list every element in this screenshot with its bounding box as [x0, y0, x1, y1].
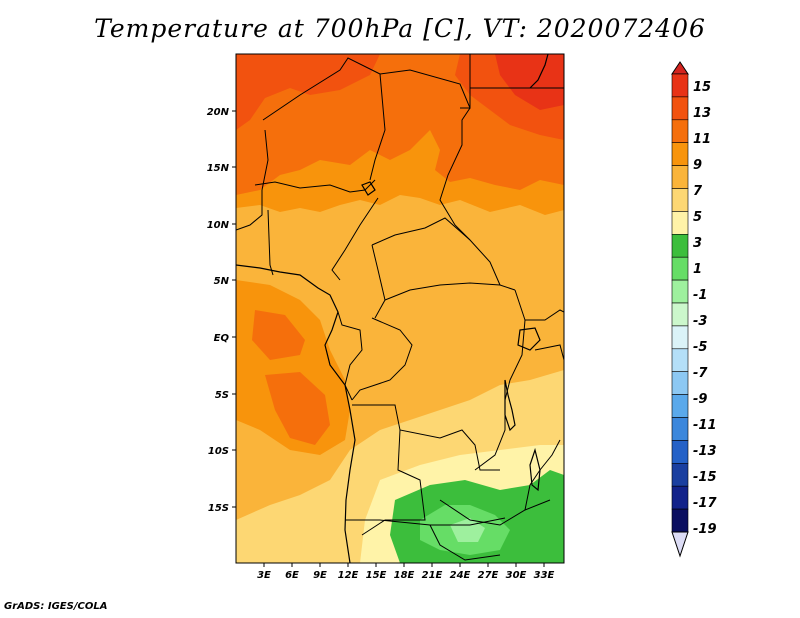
colorbar-box: [671, 96, 689, 121]
lat-label: 5S: [215, 390, 229, 401]
colorbar-box: [671, 279, 689, 304]
border-car-drc: [384, 282, 516, 301]
colorbar-label: 3: [693, 236, 702, 251]
colorbar-box: [671, 371, 689, 395]
axis-ticks: [232, 110, 545, 567]
lon-label: 24E: [450, 570, 471, 581]
lon-label: 9E: [313, 570, 327, 581]
colorbar: 15 13 11 9 7 5 3 1 -1 -3 -5 -7 -9 -11 -1…: [671, 61, 717, 558]
colorbar-label: -13: [693, 444, 717, 459]
lat-label: 15N: [207, 163, 230, 174]
lon-labels: 3E 6E 9E 12E 15E 18E 21E 24E 27E 30E 33E: [257, 570, 554, 581]
border-cameroon-car: [371, 244, 386, 319]
colorbar-label: 13: [693, 106, 711, 121]
colorbar-box: [671, 394, 689, 418]
colorbar-label: -19: [693, 522, 717, 537]
lat-label: 5N: [214, 276, 230, 287]
colorbar-label: 9: [693, 158, 702, 173]
colorbar-box: [671, 165, 689, 189]
border-chad-sudan: [439, 54, 471, 241]
colorbar-boxes: [671, 73, 689, 533]
border-west-africa: [236, 129, 269, 231]
colorbar-box: [671, 417, 689, 441]
colorbar-box: [671, 485, 689, 510]
lat-label: EQ: [214, 333, 230, 344]
colorbar-label: 7: [693, 184, 703, 199]
colorbar-box: [671, 142, 689, 166]
field-13-15-nw: [236, 54, 380, 130]
colorbar-label: 1: [693, 262, 702, 277]
colorbar-box: [671, 325, 689, 350]
colorbar-box: [671, 508, 689, 533]
border-tanzania: [534, 344, 564, 361]
temperature-field: [236, 54, 564, 563]
colorbar-box: [671, 234, 689, 258]
colorbar-box: [671, 440, 689, 464]
colorbar-label: -15: [693, 470, 717, 485]
colorbar-box: [671, 73, 689, 98]
field-11-13-west: [252, 310, 305, 360]
lake-victoria: [517, 327, 541, 351]
border-congo-drc: [351, 317, 413, 401]
border-car-sudan: [371, 217, 501, 286]
border-angola-zambia: [361, 429, 426, 536]
chart-title: Temperature at 700hPa [C], VT: 202007240…: [94, 14, 706, 43]
colorbar-label: -3: [693, 314, 707, 329]
colorbar-label: 11: [693, 132, 711, 147]
lat-labels: 20N 15N 10N 5N EQ 5S 10S 15S: [207, 107, 230, 514]
colorbar-box: [671, 119, 689, 144]
lat-label: 10S: [208, 446, 229, 457]
colorbar-label: -7: [693, 366, 708, 381]
colorbar-box: [671, 188, 689, 212]
lake-tanganyika: [504, 379, 516, 432]
coastline: [236, 54, 549, 563]
border-angola-drc: [352, 404, 500, 471]
lon-label: 33E: [534, 570, 555, 581]
border-nigeria-benin: [267, 209, 274, 276]
lake-chad: [361, 181, 376, 196]
lon-label: 27E: [478, 570, 499, 581]
lon-label: 12E: [338, 570, 359, 581]
field-15-ne: [495, 54, 564, 110]
coast-gulf-of-guinea: [236, 264, 356, 563]
lat-label: 15S: [208, 503, 229, 514]
lake-malawi: [529, 447, 541, 492]
lon-label: 30E: [506, 570, 527, 581]
colorbar-box: [671, 348, 689, 372]
border-algeria-niger: [262, 57, 386, 181]
lat-label: 20N: [207, 107, 230, 118]
colorbar-label: -1: [693, 288, 707, 303]
border-zambia-zimbabwe: [439, 499, 551, 526]
lon-label: 18E: [394, 570, 415, 581]
colorbar-bottom-arrow: [671, 531, 689, 558]
map-frame: [235, 53, 565, 564]
coast-red-sea: [529, 54, 549, 89]
colorbar-top-arrow: [671, 61, 689, 75]
border-libya-chad: [379, 69, 471, 109]
lon-label: 6E: [285, 570, 299, 581]
colorbar-box: [671, 462, 689, 487]
colorbar-label: -9: [693, 392, 707, 407]
lat-label: 10N: [207, 220, 230, 231]
lon-label: 3E: [257, 570, 271, 581]
colorbar-box: [671, 302, 689, 327]
colorbar-box: [671, 211, 689, 235]
border-nigeria-cameroon: [331, 197, 379, 281]
colorbar-label: 15: [693, 80, 711, 95]
lon-label: 21E: [422, 570, 443, 581]
colorbar-label: -5: [693, 340, 707, 355]
colorbar-label: 5: [693, 210, 702, 225]
colorbar-labels: 15 13 11 9 7 5 3 1 -1 -3 -5 -7 -9 -11 -1…: [693, 80, 717, 537]
border-botswana: [429, 524, 501, 561]
colorbar-box: [671, 256, 689, 281]
colorbar-label: -17: [693, 496, 717, 511]
colorbar-label: -11: [693, 418, 717, 433]
lon-label: 15E: [366, 570, 387, 581]
field-11-13-sw: [265, 372, 330, 445]
grads-credit: GrADS: IGES/COLA: [4, 601, 108, 612]
border-uganda-kenya: [525, 309, 564, 321]
